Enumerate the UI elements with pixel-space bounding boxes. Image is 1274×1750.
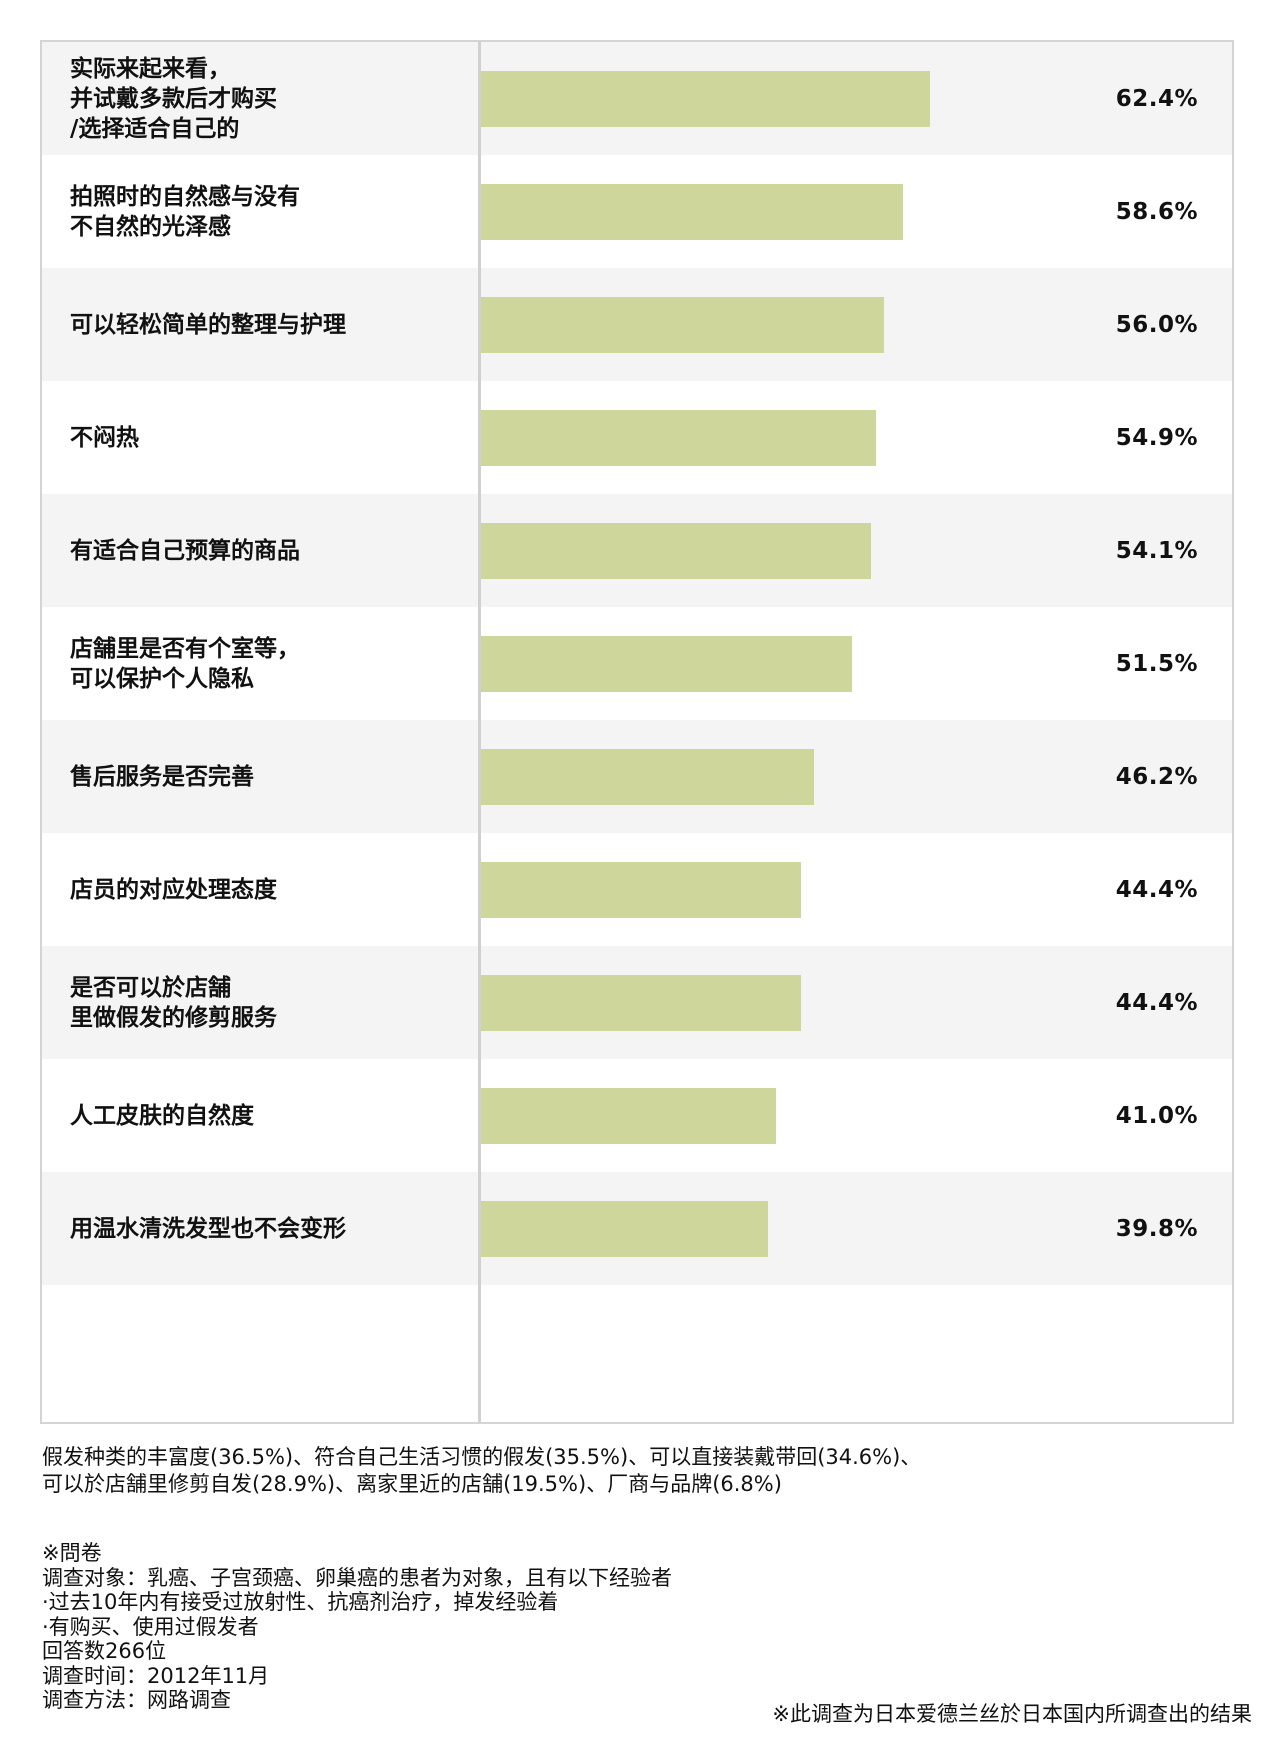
survey-date: 调查时间：2012年11月 [42, 1663, 270, 1688]
bar [481, 1200, 768, 1257]
other-answers-line-1: 假发种类的丰富度(36.5%)、符合自己生活习惯的假发(35.5%)、可以直接装… [42, 1445, 922, 1469]
chart-row: 店舗里是否有个室等， 可以保护个人隐私 51.5% [42, 607, 1232, 720]
bar [481, 635, 852, 692]
chart-row: 售后服务是否完善 46.2% [42, 720, 1232, 833]
chart-row: 店员的对应处理态度 44.4% [42, 833, 1232, 946]
source-note: ※此调查为日本爱德兰丝於日本国内所调查出的结果 [772, 1702, 1252, 1726]
bar-chart: 实际来起来看， 并试戴多款后才购买 /选择适合自己的 62.4% 拍照时的自然感与没… [40, 40, 1234, 1424]
chart-row: 人工皮肤的自然度 41.0% [42, 1059, 1232, 1172]
bar [481, 974, 801, 1031]
survey-method: 调查方法：网路调查 [42, 1688, 231, 1712]
category-label: 不闷热 [70, 424, 139, 451]
value-label: 51.5% [1115, 650, 1198, 677]
value-label: 44.4% [1115, 989, 1198, 1016]
other-answers-line-2: 可以於店舗里修剪自发(28.9%)、离家里近的店舗(19.5%)、厂商与品牌(6… [42, 1472, 782, 1496]
survey-heading: ※問卷 [42, 1541, 102, 1565]
bar [481, 1087, 777, 1144]
chart-row: 是否可以於店舗 里做假发的修剪服务 44.4% [42, 946, 1232, 1059]
value-label: 56.0% [1115, 311, 1198, 338]
chart-row: 用温水清洗发型也不会变形 39.8% [42, 1172, 1232, 1285]
category-label: 店员的对应处理态度 [70, 876, 277, 903]
category-label: 售后服务是否完善 [70, 763, 254, 790]
survey-criteria-2: ·有购买、使用过假发者 [42, 1614, 259, 1639]
category-label: 人工皮肤的自然度 [70, 1102, 254, 1129]
category-label: 店舗里是否有个室等， 可以保护个人隐私 [70, 635, 300, 692]
chart-row: 实际来起来看， 并试戴多款后才购买 /选择适合自己的 62.4% [42, 42, 1232, 155]
survey-criteria-1: ·过去10年内有接受过放射性、抗癌剂治疗，掉发经验着 [42, 1590, 559, 1614]
category-label: 可以轻松简单的整理与护理 [70, 311, 346, 338]
label-divider [478, 42, 481, 1422]
survey-info: ※問卷 调查对象：乳癌、子宫颈癌、卵巢癌的患者为对象，且有以下经验者 ·过去10… [42, 1541, 672, 1713]
value-label: 54.1% [1115, 537, 1198, 564]
category-label: 有适合自己预算的商品 [70, 537, 300, 564]
category-label: 拍照时的自然感与没有 不自然的光泽感 [70, 183, 300, 240]
bar [481, 748, 814, 805]
category-label: 实际来起来看， 并试戴多款后才购买 /选择适合自己的 [70, 55, 277, 142]
survey-target: 调查对象：乳癌、子宫颈癌、卵巢癌的患者为对象，且有以下经验者 [42, 1565, 672, 1590]
value-label: 62.4% [1115, 85, 1198, 112]
other-answers-note: 假发种类的丰富度(36.5%)、符合自己生活习惯的假发(35.5%)、可以直接装… [42, 1444, 1222, 1498]
value-label: 54.9% [1115, 424, 1198, 451]
chart-row: 可以轻松简单的整理与护理 56.0% [42, 268, 1232, 381]
value-label: 58.6% [1115, 198, 1198, 225]
bar [481, 70, 931, 127]
category-label: 用温水清洗发型也不会变形 [70, 1215, 346, 1242]
value-label: 44.4% [1115, 876, 1198, 903]
category-label: 是否可以於店舗 里做假发的修剪服务 [70, 974, 277, 1031]
value-label: 41.0% [1115, 1102, 1198, 1129]
chart-row: 不闷热 54.9% [42, 381, 1232, 494]
bar [481, 409, 877, 466]
chart-row: 拍照时的自然感与没有 不自然的光泽感 58.6% [42, 155, 1232, 268]
bar [481, 522, 871, 579]
value-label: 39.8% [1115, 1215, 1198, 1242]
bar [481, 296, 885, 353]
bar [481, 861, 801, 918]
bar [481, 183, 903, 240]
survey-respondents: 回答数266位 [42, 1639, 167, 1663]
chart-row: 有适合自己预算的商品 54.1% [42, 494, 1232, 607]
value-label: 46.2% [1115, 763, 1198, 790]
